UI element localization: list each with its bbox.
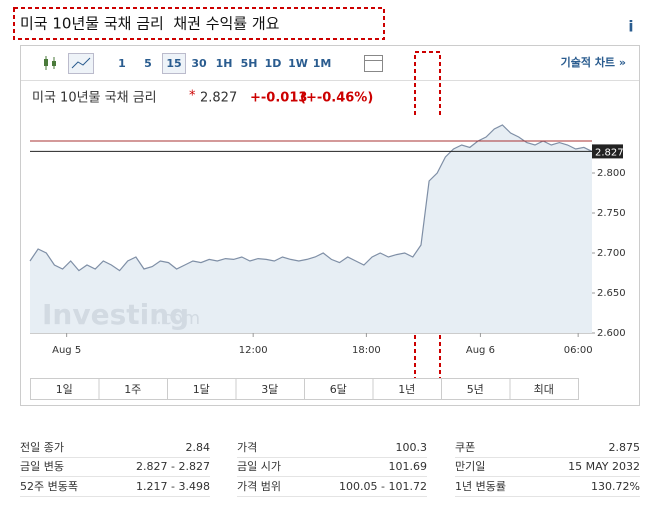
quote-change: +-0.013 [250,91,307,106]
settings-icon[interactable] [364,55,383,72]
info-icon[interactable]: i [628,18,633,36]
stat-value: 130.72% [591,480,640,493]
interval-button[interactable]: 30 [191,57,207,70]
area-icon-line [71,57,91,69]
interval-button[interactable]: 1D [265,57,282,70]
stat-label: 52주 변동폭 [20,480,78,493]
stat-value: 2.827 - 2.827 [136,460,210,473]
stat-value: 1.217 - 3.498 [136,480,210,493]
interval-button[interactable]: 1M [313,57,332,70]
stat-label: 만기일 [455,459,485,473]
area-fill [30,125,592,333]
technical-chart-link[interactable]: 기술적 차트 » [561,55,626,69]
price-line [29,124,593,272]
interval-button[interactable]: 1H [216,57,233,70]
candle-icon[interactable] [44,56,56,70]
interval-button[interactable]: 1 [118,57,126,70]
stat-label: 금일 시가 [237,459,281,473]
stat-value: 100.3 [396,441,428,454]
title-highlight [13,7,385,40]
stat-label: 가격 범위 [237,480,281,493]
range-label[interactable]: 1년 [398,383,415,396]
x-tick-label: 18:00 [352,345,381,356]
x-tick-label: 12:00 [239,345,268,356]
interval-button[interactable]: 15 [166,57,181,70]
range-label[interactable]: 최대 [534,383,554,396]
x-tick-label: Aug 6 [466,345,495,356]
y-tick-label: 2.600 [597,328,626,339]
range-label[interactable]: 1일 [56,382,73,396]
range-label[interactable]: 5년 [467,383,484,396]
stat-value: 2.84 [186,441,211,454]
interval-button[interactable]: 5H [241,57,258,70]
interval-button[interactable]: 5 [144,57,152,70]
stat-label: 전일 종가 [20,440,64,454]
range-label[interactable]: 3달 [261,383,278,396]
stat-value: 101.69 [389,460,428,473]
stat-label: 쿠폰 [455,441,475,454]
y-tick-label: 2.650 [597,288,626,299]
y-tick-label: 2.750 [597,208,626,219]
interval-selected [162,53,186,74]
x-tick-label: Aug 5 [52,345,81,356]
stat-value: 15 MAY 2032 [568,460,640,473]
quote-price: 2.827 [200,91,237,106]
quote-name: 미국 10년물 국채 금리 [32,91,157,106]
current-badge-label: 2.827 [595,147,624,158]
current-badge [592,144,623,159]
x-tick-label: 06:00 [564,345,593,356]
range-label[interactable]: 1주 [124,383,141,396]
page-title: 미국 10년물 국채 금리 채권 수익률 개요 [20,15,280,33]
stat-value: 2.875 [609,441,641,454]
y-tick-label: 2.800 [597,168,626,179]
stat-label: 가격 [237,441,257,454]
range-label[interactable]: 6달 [330,383,347,396]
quote-marker: * [189,89,196,104]
stat-label: 금일 변동 [20,459,64,473]
quote-change-pct: (+-0.46%) [300,91,373,106]
range-button[interactable] [509,378,579,400]
stat-value: 100.05 - 101.72 [339,480,427,493]
interval-button[interactable]: 1W [288,57,308,70]
range-label[interactable]: 1달 [193,383,210,396]
stat-label: 1년 변동률 [455,480,506,493]
y-tick-label: 2.700 [597,248,626,259]
